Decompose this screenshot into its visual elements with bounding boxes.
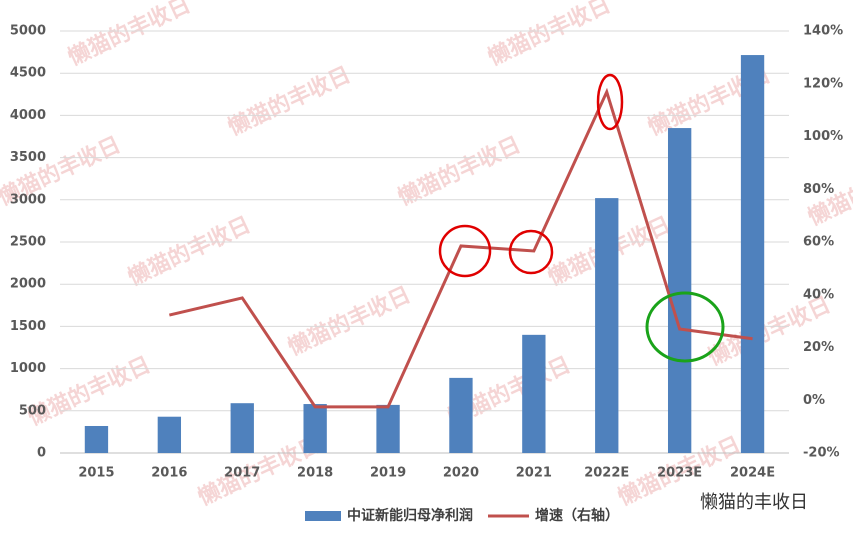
bar — [595, 198, 619, 453]
x-tick-label: 2018 — [297, 466, 333, 481]
y-tick-label: 3000 — [10, 192, 46, 207]
bar — [522, 334, 546, 453]
y2-tick-label: 140% — [803, 24, 843, 39]
bar — [303, 404, 327, 453]
x-tick-label: 2024E — [730, 466, 775, 481]
y2-tick-label: 0% — [803, 393, 825, 408]
legend-label: 增速（右轴） — [535, 507, 619, 524]
x-tick-label: 2019 — [370, 466, 406, 481]
y-tick-label: 5000 — [10, 24, 46, 39]
y-tick-label: 4500 — [10, 66, 46, 81]
y2-tick-label: 120% — [803, 76, 843, 91]
watermark: 懒猫的丰收日 — [284, 282, 415, 361]
y2-tick-label: 20% — [803, 340, 834, 355]
annotations — [438, 73, 725, 363]
plot: 0 500 1000 1500 2000 2500 3000 3500 4000 4500 5000… — [10, 24, 843, 525]
watermark: 懒猫的丰收日 — [484, 0, 615, 71]
bar — [449, 377, 473, 453]
y2-tick-label: 100% — [803, 129, 843, 144]
y-tick-label: 2500 — [10, 235, 46, 250]
y-tick-label: 1000 — [10, 361, 46, 376]
y-tick-label: 4000 — [10, 108, 46, 123]
x-tick-label: 2015 — [78, 466, 114, 481]
x-tick-label: 2021 — [516, 466, 552, 481]
watermark: 懒猫的丰收日 — [394, 132, 525, 211]
y2-tick-label: 40% — [803, 287, 834, 302]
x-tick-label: 2022E — [584, 466, 629, 481]
y-tick-label: 500 — [19, 403, 46, 418]
legend-swatch — [305, 511, 341, 521]
line — [169, 87, 753, 409]
highlight-circle — [508, 229, 554, 275]
watermark: 懒猫的丰收日 — [124, 212, 255, 291]
y2-tick-label: 80% — [803, 182, 834, 197]
bar — [84, 425, 109, 453]
y-tick-label: 0 — [37, 446, 46, 461]
bar — [376, 404, 400, 453]
bar — [740, 55, 765, 453]
legend-label: 中证新能归母净利润 — [347, 507, 473, 524]
bar — [667, 128, 692, 453]
y-tick-label: 3500 — [10, 150, 46, 165]
x-tick-label: 2023E — [657, 466, 702, 481]
x-tick-label: 2016 — [151, 466, 187, 481]
y-tick-label: 2000 — [10, 277, 46, 292]
bar — [230, 403, 254, 453]
source-mark: 懒猫的丰收日 — [700, 492, 808, 513]
x-tick-label: 2017 — [224, 466, 260, 481]
y-tick-label: 1500 — [10, 319, 46, 334]
y2-tick-label: -20% — [803, 446, 840, 461]
highlight-circle — [645, 291, 725, 363]
highlight-circle — [438, 224, 492, 278]
watermark: 懒猫的丰收日 — [64, 0, 195, 71]
y2-tick-label: 60% — [803, 235, 834, 250]
x-tick-label: 2020 — [443, 466, 479, 481]
highlight-circle — [596, 73, 624, 131]
bar — [157, 416, 182, 453]
